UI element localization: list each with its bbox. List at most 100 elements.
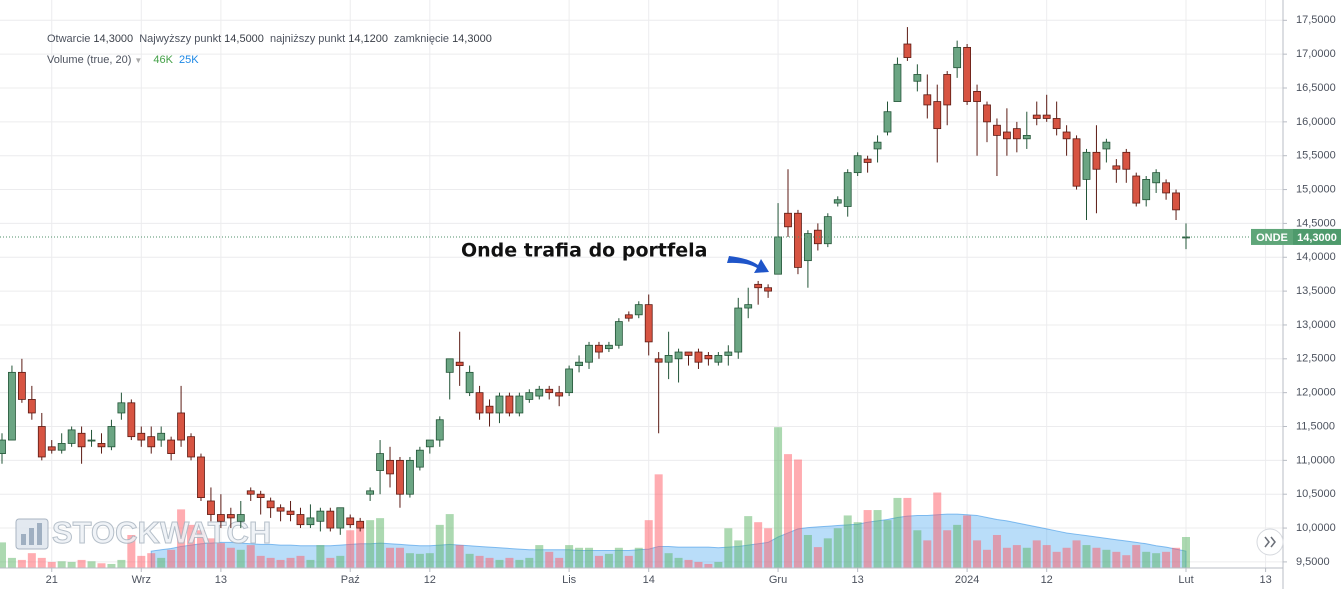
candle-body <box>1072 138 1081 187</box>
candle-body <box>1152 172 1161 184</box>
volume-bar <box>545 551 554 568</box>
candle-body <box>187 436 195 458</box>
volume-bar <box>1072 540 1081 568</box>
volume-legend-caret[interactable]: ▼ <box>134 56 143 65</box>
watermark-text: STOCKWATCH <box>52 515 271 550</box>
volume-bar <box>654 474 663 568</box>
volume-bar <box>614 547 623 568</box>
volume-bar <box>664 553 673 568</box>
volume-bar <box>366 520 375 568</box>
candle-body <box>1052 118 1061 130</box>
y-tick-label: 10,5000 <box>1296 488 1336 500</box>
candle-body <box>684 351 693 356</box>
volume-bar <box>555 557 564 568</box>
volume-bar <box>187 524 196 568</box>
volume-bar <box>913 530 922 568</box>
candle-body <box>804 233 812 262</box>
volume-bar <box>306 559 315 568</box>
volume-bar <box>107 563 116 568</box>
candle-body <box>744 304 753 309</box>
candle-body <box>127 402 136 438</box>
volume-bar <box>575 547 584 568</box>
ohlc-label: Najwyższy punkt <box>139 33 222 45</box>
candle-body <box>943 74 952 106</box>
volume-bar <box>565 545 574 568</box>
candle-body <box>605 344 613 350</box>
ohlc-label: Otwarcie <box>47 33 91 45</box>
volume-bar <box>1042 545 1051 568</box>
volume-bar <box>425 553 434 568</box>
candle-body <box>734 307 743 353</box>
x-tick-label: 12 <box>424 574 436 586</box>
candle-body <box>207 500 215 515</box>
candle-body <box>883 111 892 133</box>
candle-body <box>256 493 265 498</box>
x-tick-label: 14 <box>643 574 655 586</box>
volume-bar <box>137 555 146 568</box>
watermark: STOCKWATCH <box>15 515 272 551</box>
y-tick-label: 14,5000 <box>1296 217 1336 229</box>
candle-body <box>1032 114 1041 119</box>
volume-legend-name[interactable]: Volume (true, 20) <box>47 54 132 66</box>
x-tick-label: 13 <box>852 574 864 586</box>
candle-body <box>505 395 514 414</box>
volume-bar <box>734 540 743 568</box>
volume-bar <box>395 547 404 568</box>
volume-bar <box>167 549 176 568</box>
volume-bar <box>286 557 295 568</box>
volume-bar <box>127 534 136 568</box>
candle-body <box>77 432 86 448</box>
volume-bar <box>1162 551 1171 568</box>
scroll-button[interactable] <box>1256 528 1284 556</box>
candle-body <box>1112 165 1121 170</box>
candle-body <box>465 371 474 394</box>
volume-bar <box>893 497 902 568</box>
candle-body <box>266 500 275 509</box>
candle-body <box>326 510 335 529</box>
candle-body <box>754 283 763 289</box>
candle-body <box>973 90 981 102</box>
volume-bar <box>1082 545 1091 568</box>
ohlc-legend: Otwarcie 14,3000 Najwyższy punkt 14,5000 n… <box>47 29 495 50</box>
volume-bar <box>833 528 842 568</box>
candle-body <box>8 371 16 441</box>
y-tick-label: 14,0000 <box>1296 251 1336 263</box>
x-tick-label: 12 <box>1041 574 1053 586</box>
candle-body <box>853 155 862 174</box>
volume-bar <box>515 559 524 568</box>
volume-bar <box>236 549 245 568</box>
candle-body <box>1102 141 1111 150</box>
candle-body <box>425 439 434 448</box>
candle-body <box>993 124 1001 136</box>
candle-body <box>843 172 852 207</box>
watermark-logo-bar <box>21 534 26 545</box>
volume-legend-value: 46K <box>153 54 173 66</box>
candle-body <box>595 344 603 353</box>
watermark-logo-bar <box>29 528 34 545</box>
candle-body <box>57 443 66 451</box>
volume-legend-ma: 25K <box>179 54 199 66</box>
volume-bar <box>376 518 385 568</box>
volume-bar <box>714 561 723 568</box>
y-tick-label: 11,0000 <box>1296 454 1335 466</box>
ohlc-label: najniższy punkt <box>269 33 346 45</box>
volume-bar <box>67 561 76 568</box>
candle-body <box>664 355 673 363</box>
volume-bar <box>485 557 494 568</box>
candle-body <box>565 368 574 394</box>
candle-body <box>27 399 36 414</box>
candle-body <box>714 355 723 363</box>
volume-bar <box>435 524 444 568</box>
volume-bar <box>57 561 66 568</box>
scroll-button-circle[interactable] <box>1256 528 1284 556</box>
volume-bar <box>704 563 713 568</box>
volume-bar <box>903 497 912 568</box>
candle-body <box>117 402 126 414</box>
grid <box>0 0 1283 568</box>
candle-body <box>953 46 962 69</box>
volume-bar <box>0 542 6 568</box>
candle-body <box>923 94 932 106</box>
volume-bar <box>1102 549 1111 568</box>
